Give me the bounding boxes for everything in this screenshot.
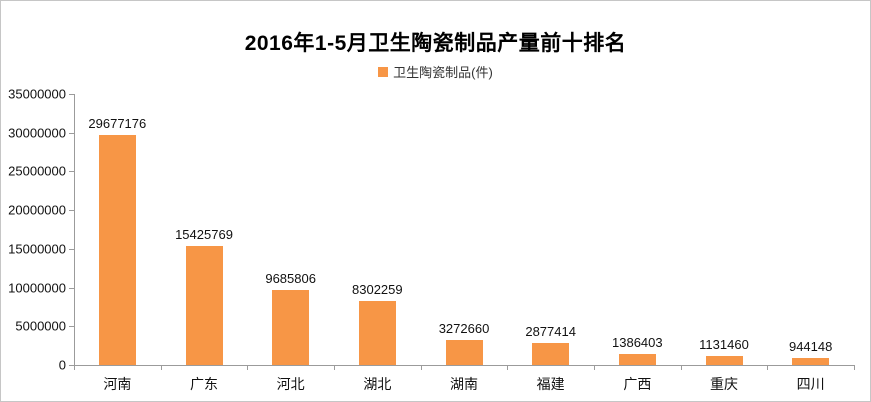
y-axis-tick — [69, 365, 74, 366]
bar — [185, 246, 223, 365]
bar — [272, 290, 310, 365]
y-tick-label: 25000000 — [8, 163, 66, 179]
bar-value-label: 3272660 — [438, 321, 490, 336]
bar-value-label: 1386403 — [612, 335, 663, 350]
y-tick-label: 0 — [58, 357, 66, 373]
bar-value-label: 2877414 — [525, 324, 576, 339]
bar-value-label: 8302259 — [352, 282, 403, 297]
x-category-label: 广西 — [623, 376, 652, 392]
x-axis-tick — [767, 366, 769, 370]
bar — [532, 343, 570, 365]
legend-swatch-icon — [378, 66, 389, 77]
legend-label: 卫生陶瓷制品(件) — [393, 65, 493, 80]
x-category-label: 福建 — [536, 376, 565, 392]
y-tick-label: 5000000 — [15, 318, 66, 334]
y-axis-tick — [69, 171, 74, 173]
bar-value-label: 1131460 — [699, 337, 749, 352]
y-tick-label: 15000000 — [8, 241, 66, 257]
x-axis-tick — [420, 366, 422, 370]
y-axis-tick — [69, 287, 74, 289]
x-category-label: 河北 — [276, 376, 305, 392]
x-axis-tick — [74, 366, 75, 370]
y-tick-label: 35000000 — [8, 86, 66, 102]
y-axis-tick — [69, 210, 74, 212]
x-axis-line — [74, 365, 855, 366]
x-category-label: 河南 — [103, 376, 132, 392]
x-axis-tick — [507, 366, 509, 370]
bar — [445, 340, 483, 365]
x-axis-tick — [854, 366, 855, 370]
legend: 卫生陶瓷制品(件) — [1, 62, 870, 81]
bar-value-label: 944148 — [788, 339, 833, 354]
x-category-label: 四川 — [796, 376, 825, 392]
bar-value-label: 15425769 — [175, 227, 233, 242]
x-category-label: 广东 — [190, 376, 218, 392]
y-tick-label: 10000000 — [8, 280, 66, 296]
x-axis-tick — [680, 366, 682, 370]
x-axis-tick — [247, 366, 249, 370]
x-category-label: 重庆 — [710, 376, 738, 392]
bar-value-label: 29677176 — [88, 116, 147, 131]
y-axis-tick — [69, 326, 74, 328]
x-axis-tick — [160, 366, 162, 370]
bar — [705, 356, 743, 365]
y-tick-label: 30000000 — [8, 125, 66, 141]
bar — [618, 354, 656, 365]
y-axis-tick — [69, 132, 74, 134]
x-axis-tick — [334, 366, 335, 370]
bar — [358, 301, 396, 365]
y-axis-tick — [69, 248, 74, 250]
y-axis-tick — [69, 94, 74, 95]
bar — [792, 358, 830, 365]
bar — [98, 135, 136, 365]
y-tick-label: 20000000 — [8, 202, 66, 218]
y-axis-line — [74, 94, 75, 366]
chart-title: 2016年1-5月卫生陶瓷制品产量前十排名 — [244, 32, 627, 55]
bar-value-label: 9685806 — [265, 271, 316, 286]
x-category-label: 湖北 — [363, 376, 392, 392]
x-axis-tick — [594, 366, 595, 370]
x-category-label: 湖南 — [450, 376, 478, 392]
